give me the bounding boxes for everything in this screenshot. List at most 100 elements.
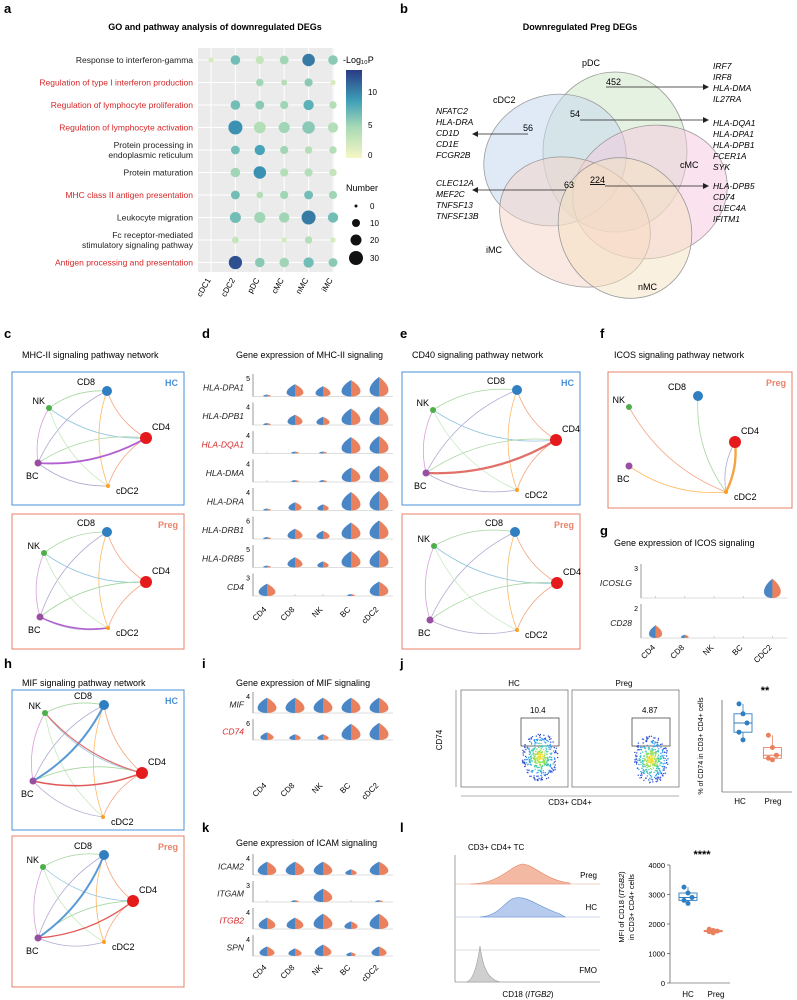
a-term-label-2: endoplasmic reticulum [108,150,193,160]
flow-event [643,772,645,774]
flow-event [536,752,538,755]
network-node-bc [34,459,42,467]
violin-gene-label: MIF [229,700,244,710]
network-node-bc [29,777,37,785]
a-term-label: MHC class II antigen presentation [65,190,193,200]
box-point [740,711,746,717]
flow-event [535,762,537,764]
flow-event [646,775,648,777]
flow-event [552,741,554,743]
network-edge [32,766,143,782]
flow-event [650,751,652,753]
violin-preg [295,384,304,397]
flow-event [656,778,658,781]
network-node-label: cDC2 [116,628,139,638]
violin-preg [323,913,333,929]
a-dot [279,55,289,65]
violin-preg [267,917,276,929]
violin-preg [295,479,299,482]
flow-event [543,734,545,736]
a-dot [330,237,336,243]
network-edge [107,581,147,629]
flow-event [548,769,550,772]
flow-event [534,779,536,781]
colorbar-tick-10: 10 [368,88,377,97]
flow-preg-pct: 4.87 [642,706,658,715]
flow-event [661,754,663,757]
j-group-hc: HC [734,797,746,806]
flow-event [656,763,658,766]
violin-preg [351,437,361,454]
a-col-label: pDC [246,276,262,295]
network-edge [39,581,147,618]
flow-event [545,753,548,755]
venn-label-cmc: cMC [680,160,699,170]
gene-label: CD1E [436,139,459,149]
network-edge [39,531,108,618]
flow-event [650,754,653,756]
network-node-cd4 [729,436,741,448]
flow-event [530,760,532,762]
flow-event [645,777,647,779]
violin-hc [369,491,379,511]
violin-cell-label: NK [310,781,325,796]
violin-gene-label: HLA-DRB1 [202,525,244,535]
flow-event [646,755,648,757]
flow-event [642,751,644,753]
flow-event [538,752,540,754]
flow-event [656,766,658,768]
gene-label: MEF2C [436,189,466,199]
flow-event [546,740,548,742]
panel-i-title: Gene expression of MIF signaling [236,678,370,688]
flow-event [538,777,540,779]
network-node-label: cDC2 [734,492,757,502]
flow-event [556,752,559,755]
venn-label-pdc: pDC [582,58,601,68]
violin-hc [314,944,323,956]
network-edge [432,388,518,411]
network-node-cdc2 [101,815,105,819]
violin-gene-label: HLA-DPA1 [203,382,244,392]
gene-label: TNFSF13 [436,200,473,210]
network-edge [628,465,727,493]
violin-cell-label: CD8 [669,643,687,661]
violin-preg [351,408,361,425]
flow-event [642,757,644,760]
violin-preg [379,861,389,875]
a-dot [304,236,313,244]
violin-cell-label: BC [338,781,352,795]
flow-event [554,750,557,752]
network-node-nk [40,864,46,870]
violin-hc [288,948,295,956]
l-hist-hc [479,897,567,918]
flow-event [544,757,546,759]
flow-event [542,748,545,751]
violin-hc [263,536,267,539]
violin-preg [295,734,301,740]
violin-preg [351,697,361,713]
a-dot [327,212,339,223]
flow-event [534,761,536,763]
flow-event [525,762,528,764]
flow-event [656,746,659,748]
flow-event [659,770,661,772]
flow-event [655,767,658,770]
flow-event [656,780,659,782]
flow-event [530,775,532,777]
flow-event [547,763,550,766]
network-edge [48,407,147,439]
network-edge [628,406,727,493]
flow-preg-gate [631,717,671,747]
flow-event [536,758,538,760]
flow-event [545,764,547,766]
network-edge [516,439,557,491]
flow-event [528,738,531,740]
flow-event [642,771,644,773]
flow-event [530,758,532,761]
flow-event [656,743,658,745]
flow-event [528,758,530,761]
network-edge [37,937,105,947]
violin-hc [369,581,379,596]
flow-event [538,742,540,745]
